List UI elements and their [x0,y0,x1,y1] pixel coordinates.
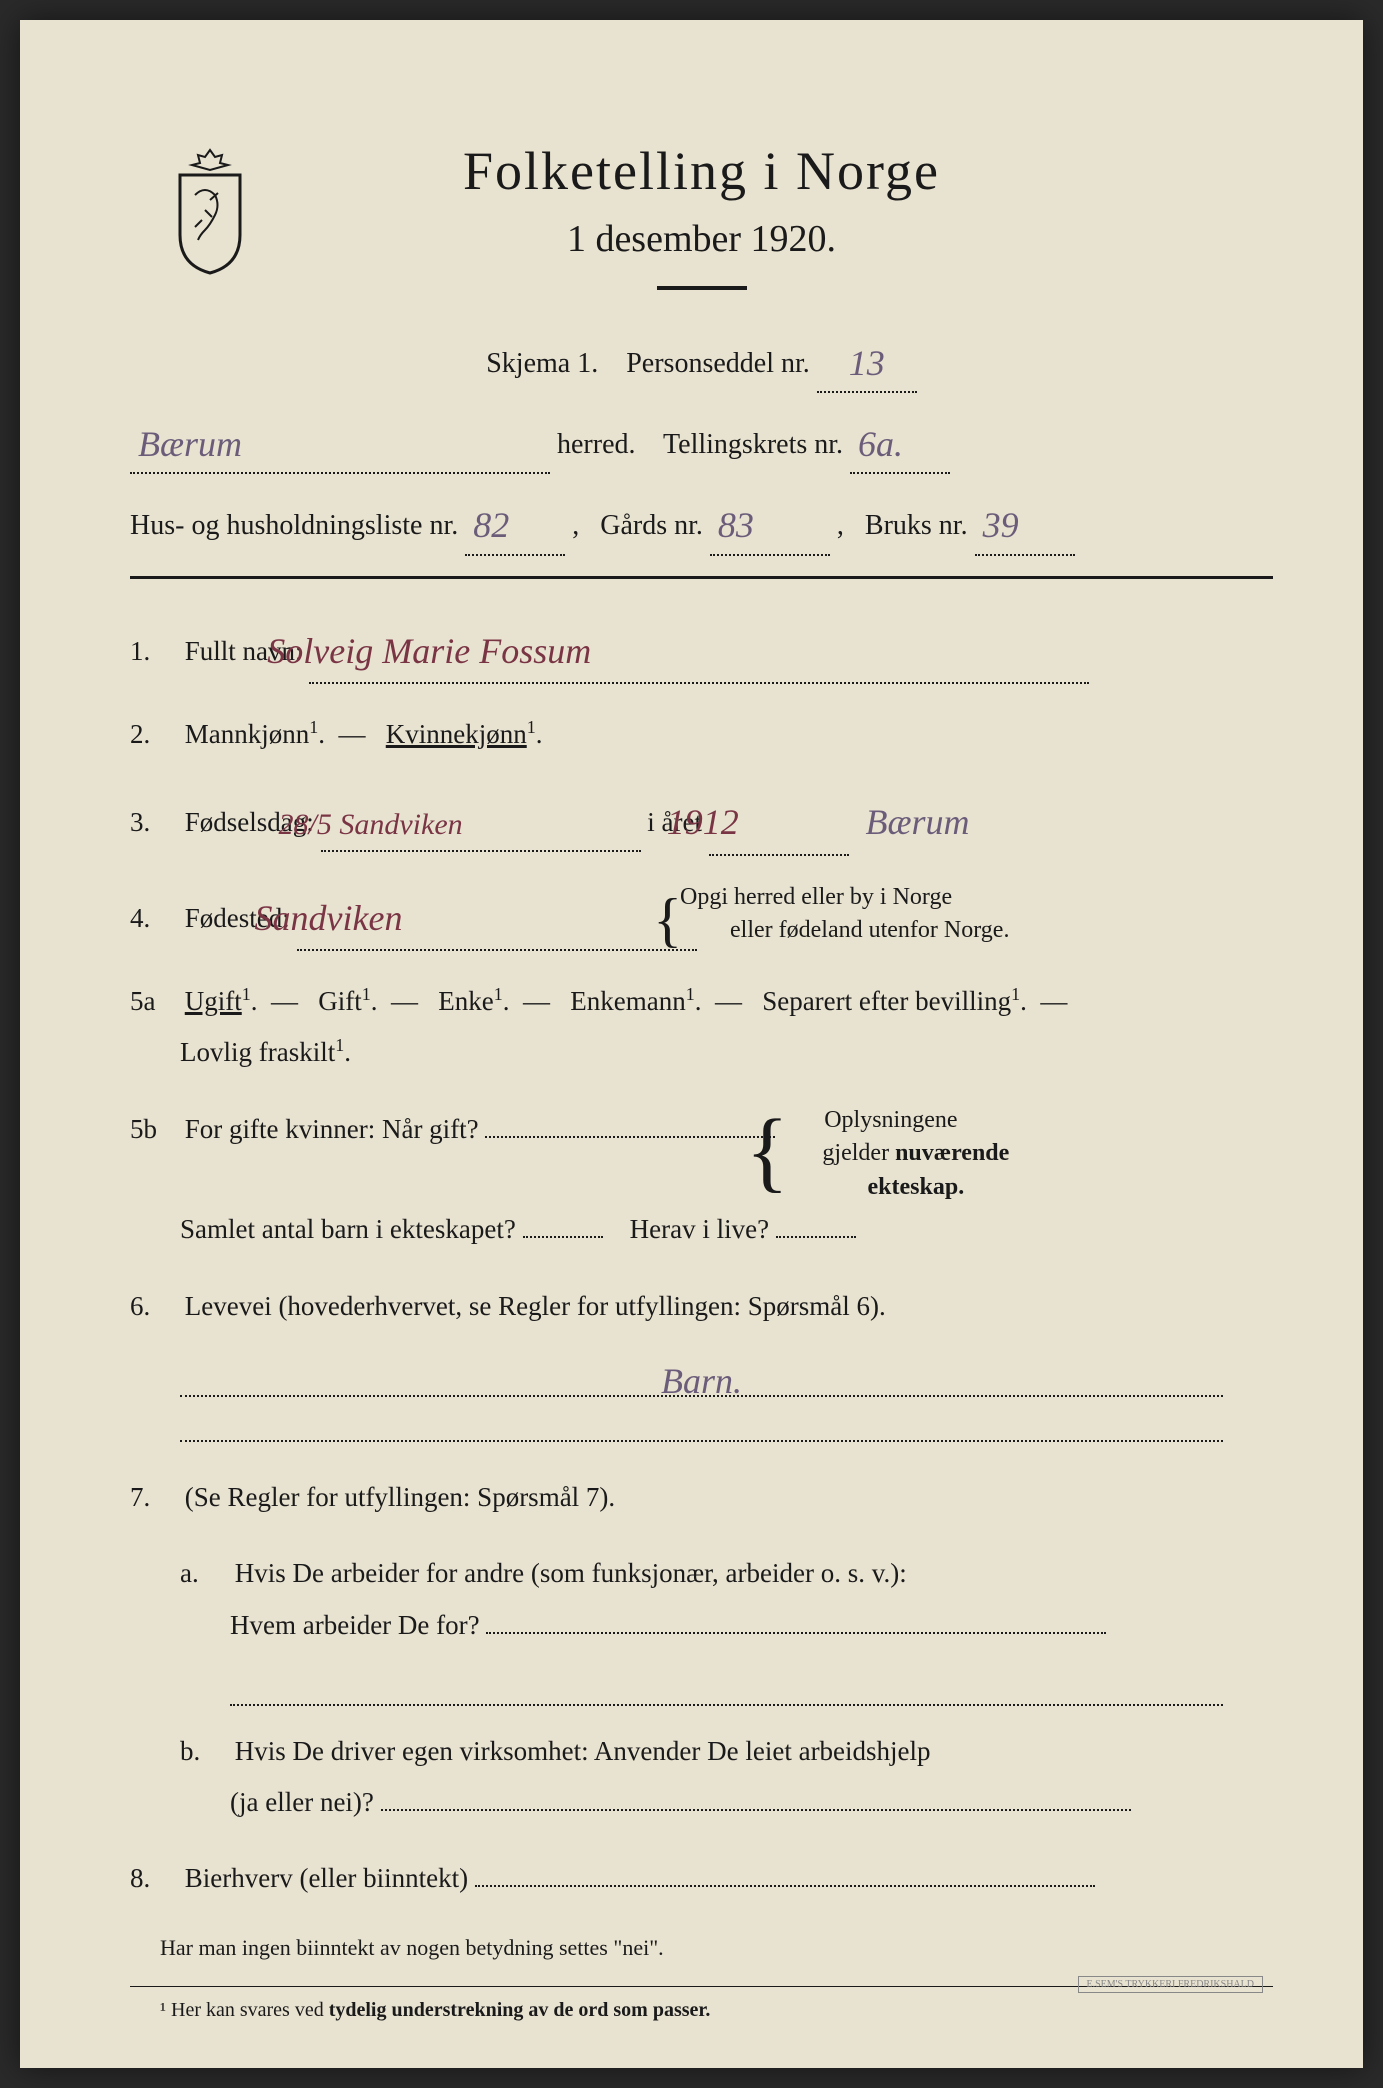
q5b-note1: Oplysningene [824,1107,957,1133]
q5a-gift: Gift [318,986,362,1016]
q6-value: Barn. [661,1361,742,1401]
q7-num: 7. [130,1472,178,1523]
form-title: Folketelling i Norge [130,140,1273,202]
question-3: 3. Fødselsdag: 28/5 Sandviken i året 191… [130,785,1273,855]
q3-num: 3. [130,797,178,848]
q5b-live-field [776,1236,856,1238]
skjema-line: Skjema 1. Personseddel nr. 13 [130,330,1273,393]
norwegian-crest-icon [160,145,260,275]
q4-field: Sandviken [297,881,697,951]
q7a-line1: Hvis De arbeider for andre (som funksjon… [235,1558,907,1588]
q4-num: 4. [130,893,178,944]
q1-value: Solveig Marie Fossum [267,631,591,671]
tellingskrets-field: 6a. [850,411,950,474]
section-divider [130,576,1273,579]
q7a-field [486,1632,1106,1634]
q7b-num: b. [180,1726,228,1777]
footnote-1: Har man ingen biinntekt av nogen betydni… [130,1935,1273,1961]
q5b-line2b: Herav i live? [630,1214,769,1244]
herred-field: Bærum [130,411,550,474]
gards-label: Gårds nr. [600,510,703,541]
question-4: 4. Fødested: Sandviken { Opgi herred ell… [130,881,1273,951]
q3-year-field: 1912 [709,785,849,855]
q6-num: 6. [130,1281,178,1332]
bruks-label: Bruks nr. [865,510,968,541]
q7b-line1: Hvis De driver egen virksomhet: Anvender… [235,1736,931,1766]
q6-label: Levevei (hovederhvervet, se Regler for u… [185,1291,886,1321]
footnote-2-bold: tydelig understrekning av de ord som pas… [329,1999,711,2021]
q8-label: Bierhverv (eller biinntekt) [185,1863,468,1893]
q4-note-line2: eller fødeland utenfor Norge. [730,917,1009,943]
q5a-lovlig: Lovlig fraskilt [180,1037,335,1067]
bruks-value: 39 [983,505,1019,545]
form-header: Folketelling i Norge 1 desember 1920. [130,140,1273,290]
herred-line: Bærum herred. Tellingskrets nr. 6a. [130,411,1273,474]
q3-margin-note: Bærum [865,802,969,842]
printer-mark: E.SEM'S TRYKKERI FREDRIKSHALD [1078,1976,1263,1993]
q7b-field [381,1809,1131,1811]
question-5b: 5b For gifte kvinner: Når gift? { Oplysn… [130,1104,1273,1256]
husliste-line: Hus- og husholdningsliste nr. 82 , Gårds… [130,492,1273,555]
q8-num: 8. [130,1853,178,1904]
husliste-field: 82 [465,492,565,555]
husliste-value: 82 [473,505,509,545]
q6-answer-line: Barn. [180,1357,1223,1397]
question-8: 8. Bierhverv (eller biinntekt) [130,1853,1273,1904]
q5b-num: 5b [130,1104,178,1155]
q5b-line2a: Samlet antal barn i ekteskapet? [180,1214,516,1244]
q7a-line2: Hvem arbeider De for? [230,1610,480,1640]
question-7b: b. Hvis De driver egen virksomhet: Anven… [130,1726,1273,1829]
q2-num: 2. [130,709,178,760]
q3-day-value: 28/5 Sandviken [279,808,463,841]
q4-note-line1: Opgi herred eller by i Norge [680,884,952,910]
q7a-num: a. [180,1548,228,1599]
q2-mannkjonn: Mannkjønn [185,719,310,749]
q3-year-value: 1912 [667,802,739,842]
herred-label: herred. [557,429,636,460]
q4-value: Sandviken [255,898,403,938]
q5b-line1: For gifte kvinner: Når gift? [185,1114,479,1144]
personseddel-label: Personseddel nr. [626,348,810,379]
q5b-gift-field [485,1136,775,1138]
question-5a: 5a Ugift1. — Gift1. — Enke1. — Enkemann1… [130,976,1273,1079]
question-1: 1. Fullt navn: Solveig Marie Fossum [130,614,1273,684]
bruks-field: 39 [975,492,1075,555]
q5b-side-note: Oplysningene gjelder gjelder nuværendenu… [822,1104,1009,1205]
gards-value: 83 [718,505,754,545]
census-form-document: Folketelling i Norge 1 desember 1920. Sk… [20,20,1363,2068]
tellingskrets-value: 6a. [858,424,903,464]
q5a-num: 5a [130,976,178,1027]
skjema-label: Skjema 1. [486,348,598,379]
q7b-line2: (ja eller nei)? [230,1787,374,1817]
herred-value: Bærum [138,424,242,464]
husliste-label: Hus- og husholdningsliste nr. [130,510,458,541]
q7-label: (Se Regler for utfyllingen: Spørsmål 7). [185,1482,615,1512]
gards-field: 83 [710,492,830,555]
q5a-separert: Separert efter bevilling [762,986,1011,1016]
question-7: 7. (Se Regler for utfyllingen: Spørsmål … [130,1472,1273,1523]
q5b-note3: ekteskap. [868,1174,965,1200]
q5a-ugift: Ugift [185,986,242,1016]
q5b-barn-field [523,1236,603,1238]
q8-field [475,1885,1095,1887]
q5a-enkemann: Enkemann [570,986,685,1016]
q2-kvinnekjonn: Kvinnekjønn [386,719,527,749]
footnote-2-prefix: ¹ Her kan svares ved [160,1999,329,2021]
form-date: 1 desember 1920. [130,217,1273,261]
q4-side-note: Opgi herred eller by i Norge eller fødel… [730,881,1009,948]
q1-num: 1. [130,626,178,677]
question-7a: a. Hvis De arbeider for andre (som funks… [130,1548,1273,1651]
header-divider [657,286,747,290]
personseddel-value: 13 [849,343,885,383]
personseddel-field: 13 [817,330,917,393]
question-6: 6. Levevei (hovederhvervet, se Regler fo… [130,1281,1273,1332]
tellingskrets-label: Tellingskrets nr. [663,429,843,460]
q5a-enke: Enke [438,986,493,1016]
question-2: 2. Mannkjønn1. — Kvinnekjønn1. [130,709,1273,760]
q5b-note2: gjelder gjelder nuværendenuværende [822,1140,1009,1166]
q1-field: Solveig Marie Fossum [309,614,1089,684]
q7a-blank-line [230,1676,1223,1706]
q3-day-field: 28/5 Sandviken [321,793,641,852]
q6-blank-line [180,1412,1223,1442]
